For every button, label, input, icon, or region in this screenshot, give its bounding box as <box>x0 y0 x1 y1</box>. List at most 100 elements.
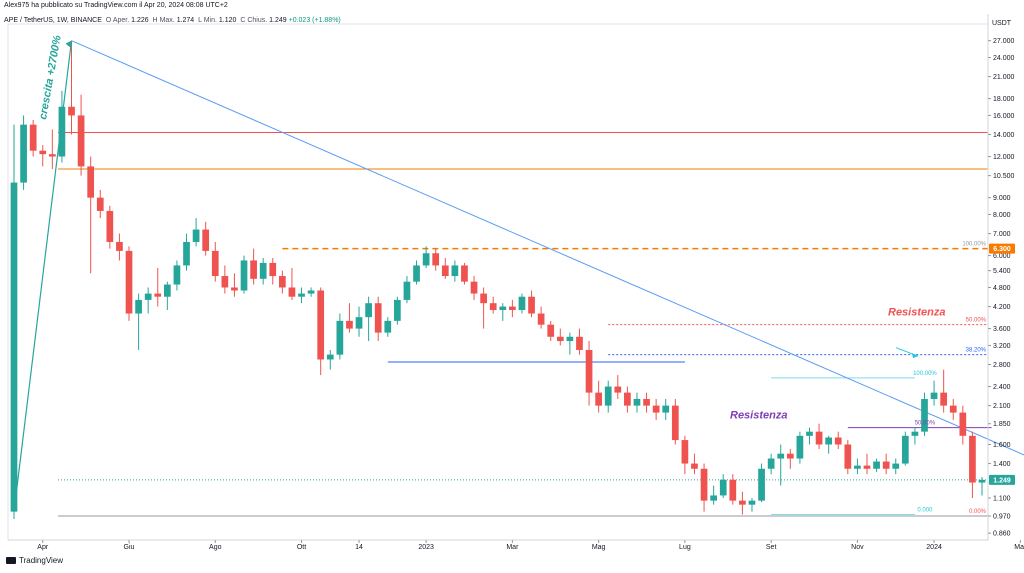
current-price-badge-bg <box>989 474 1015 485</box>
price-tick-label: 1.400 <box>993 461 1011 468</box>
candle-body <box>978 479 986 483</box>
tradingview-logo-icon <box>6 557 16 564</box>
candle-body <box>480 293 487 304</box>
candle-body <box>786 453 794 459</box>
candle-body <box>259 262 267 279</box>
open-value: 1.226 <box>131 17 149 24</box>
low-text: Min. <box>203 17 217 24</box>
candle-body <box>451 265 459 277</box>
candle-body <box>39 150 47 155</box>
candle-body <box>384 320 392 333</box>
candle-body <box>470 281 478 294</box>
candle-body <box>240 260 248 291</box>
candle-body <box>374 303 382 333</box>
tradingview-brand: TradingView <box>6 556 63 565</box>
close-value: 1.249 <box>269 17 287 24</box>
price-tick-label: 0.860 <box>993 531 1011 538</box>
candle-body <box>719 479 727 496</box>
candle-body <box>403 281 411 300</box>
candle-body <box>691 463 698 469</box>
candle-body <box>96 197 104 211</box>
price-tick-label: 2.400 <box>993 384 1011 391</box>
symbol-label: APE / TetherUS, 1W, BINANCE <box>4 17 102 24</box>
candle-body <box>211 250 219 277</box>
price-tick-label: 3.200 <box>993 343 1011 350</box>
time-tick-label: 14 <box>355 544 363 551</box>
candle-body <box>422 253 430 266</box>
high-text: Max. <box>159 17 175 24</box>
resistance-annotation-lower: Resistenza <box>730 409 787 421</box>
candle-body <box>633 398 641 406</box>
candle-body <box>48 154 56 157</box>
low-value: 1.120 <box>218 17 237 24</box>
candle-body <box>585 349 593 393</box>
author-line: Alex975 ha pubblicato su TradingView.com… <box>4 2 228 9</box>
price-tick-label: 14.000 <box>993 132 1015 139</box>
candle-body <box>499 306 507 311</box>
candle-body <box>652 405 660 413</box>
price-tick-label: 1.100 <box>993 496 1011 503</box>
growth-arrow-line <box>13 40 73 512</box>
price-unit-label: USDT <box>992 20 1012 27</box>
candle-body <box>231 287 238 291</box>
ohlc-legend: APE / TetherUS, 1W, BINANCE O Aper. 1.22… <box>4 17 341 24</box>
candle-body <box>202 229 210 251</box>
candle-body <box>700 468 708 501</box>
candle-body <box>355 317 363 329</box>
candle-body <box>566 336 574 342</box>
candle-body <box>317 290 325 360</box>
candle-body <box>307 290 315 294</box>
candle-body <box>58 106 66 157</box>
time-tick-label: Ago <box>209 544 222 551</box>
current-price-badge: 1.249 <box>993 477 1011 484</box>
candle-body <box>192 229 200 242</box>
candle-body <box>892 463 900 469</box>
candle-body <box>77 115 85 167</box>
candle-body <box>250 260 257 279</box>
price-tick-label: 2.800 <box>993 362 1011 369</box>
candle-body <box>432 253 440 266</box>
open-label: O <box>105 17 112 24</box>
candle-body <box>154 293 162 297</box>
descending-trendline <box>71 40 1024 456</box>
fib-small-label: 0.000 <box>917 508 933 514</box>
candle-body <box>729 479 737 501</box>
candle-body <box>576 336 583 350</box>
fib-small-label: 100.00% <box>913 371 937 377</box>
candle-body <box>20 124 27 183</box>
candle-body <box>279 276 286 288</box>
price-tick-label: 21.000 <box>993 74 1015 81</box>
candle-body <box>815 431 823 445</box>
candle-body <box>834 437 842 445</box>
price-tick-label: 0.970 <box>993 513 1011 520</box>
price-tick-label: 24.000 <box>993 55 1015 62</box>
plot-frame <box>7 23 989 541</box>
close-label: C <box>240 17 246 24</box>
candle-body <box>68 106 75 116</box>
candle-body <box>873 461 880 469</box>
price-tick-label: 1.850 <box>993 421 1011 428</box>
time-tick-label: Apr <box>37 544 49 551</box>
candle-body <box>806 431 813 436</box>
candle-body <box>643 398 650 406</box>
candle-body <box>528 296 535 314</box>
candle-body <box>911 431 919 436</box>
candle-body <box>106 210 114 242</box>
fib-small-label: 50.00% <box>915 421 936 427</box>
candle-body <box>537 313 545 325</box>
candle-body <box>221 276 229 288</box>
candle-body <box>288 287 296 297</box>
candle-body <box>87 166 95 198</box>
price-tick-label: 6.000 <box>993 253 1011 260</box>
candle-body <box>681 440 689 464</box>
price-tick-label: 3.600 <box>993 326 1011 333</box>
high-label: H <box>152 17 158 24</box>
candle-body <box>183 241 190 266</box>
candle-body <box>930 392 938 399</box>
open-text: Aper. <box>112 17 130 24</box>
candle-body <box>394 299 401 321</box>
candle-body <box>758 468 765 501</box>
time-tick-label: Lug <box>679 544 691 551</box>
close-text: Chius. <box>247 17 268 24</box>
